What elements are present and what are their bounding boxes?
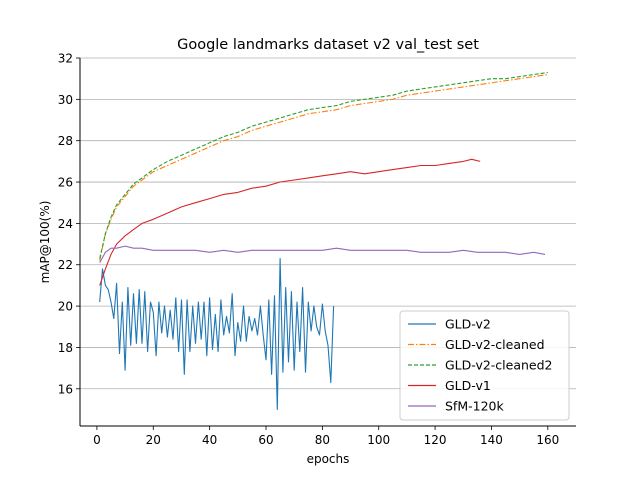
y-axis-ticks: 16 18 20 22 24 26 28 30 32 bbox=[58, 52, 80, 396]
series-line-gld-v2-cleaned bbox=[99, 73, 548, 261]
legend-label-gld-v2: GLD-v2 bbox=[445, 317, 491, 332]
y-tick-label: 18 bbox=[58, 341, 73, 355]
x-tick-label: 160 bbox=[536, 433, 559, 447]
legend-label-gld-v2-cleaned2: GLD-v2-cleaned2 bbox=[445, 358, 553, 373]
series-line-gld-v2-cleaned2 bbox=[99, 71, 548, 259]
series-lines bbox=[99, 71, 548, 411]
x-tick-label: 140 bbox=[480, 433, 503, 447]
x-tick-label: 20 bbox=[146, 433, 161, 447]
x-tick-label: 120 bbox=[424, 433, 447, 447]
x-axis-label: epochs bbox=[307, 452, 350, 466]
series-line-sfm-120k bbox=[99, 245, 546, 263]
legend-label-gld-v1: GLD-v1 bbox=[445, 378, 491, 393]
y-tick-label: 28 bbox=[58, 134, 73, 148]
legend-label-sfm-120k: SfM-120k bbox=[445, 399, 504, 414]
legend-label-gld-v2-cleaned: GLD-v2-cleaned bbox=[445, 337, 545, 352]
y-axis-label: mAP@100(%) bbox=[38, 201, 52, 284]
grid-lines bbox=[80, 57, 576, 390]
y-tick-label: 32 bbox=[58, 52, 73, 66]
y-tick-label: 30 bbox=[58, 93, 73, 107]
x-tick-label: 100 bbox=[367, 433, 390, 447]
x-tick-label: 40 bbox=[202, 433, 217, 447]
x-tick-label: 80 bbox=[315, 433, 330, 447]
series-line-gld-v1 bbox=[99, 158, 481, 286]
y-tick-label: 26 bbox=[58, 176, 73, 190]
x-axis-ticks: 0 20 40 60 80 100 120 140 160 bbox=[93, 426, 559, 447]
series-line-gld-v2 bbox=[99, 257, 335, 411]
y-tick-label: 20 bbox=[58, 300, 73, 314]
legend: GLD-v2 GLD-v2-cleaned GLD-v2-cleaned2 GLD-v… bbox=[399, 310, 570, 421]
y-tick-label: 24 bbox=[58, 217, 73, 231]
chart-title: Google landmarks dataset v2 val_test set bbox=[177, 37, 479, 53]
y-tick-label: 22 bbox=[58, 258, 73, 272]
legend-box bbox=[399, 310, 570, 421]
x-tick-label: 60 bbox=[258, 433, 273, 447]
x-tick-label: 0 bbox=[93, 433, 101, 447]
y-tick-label: 16 bbox=[58, 382, 73, 396]
